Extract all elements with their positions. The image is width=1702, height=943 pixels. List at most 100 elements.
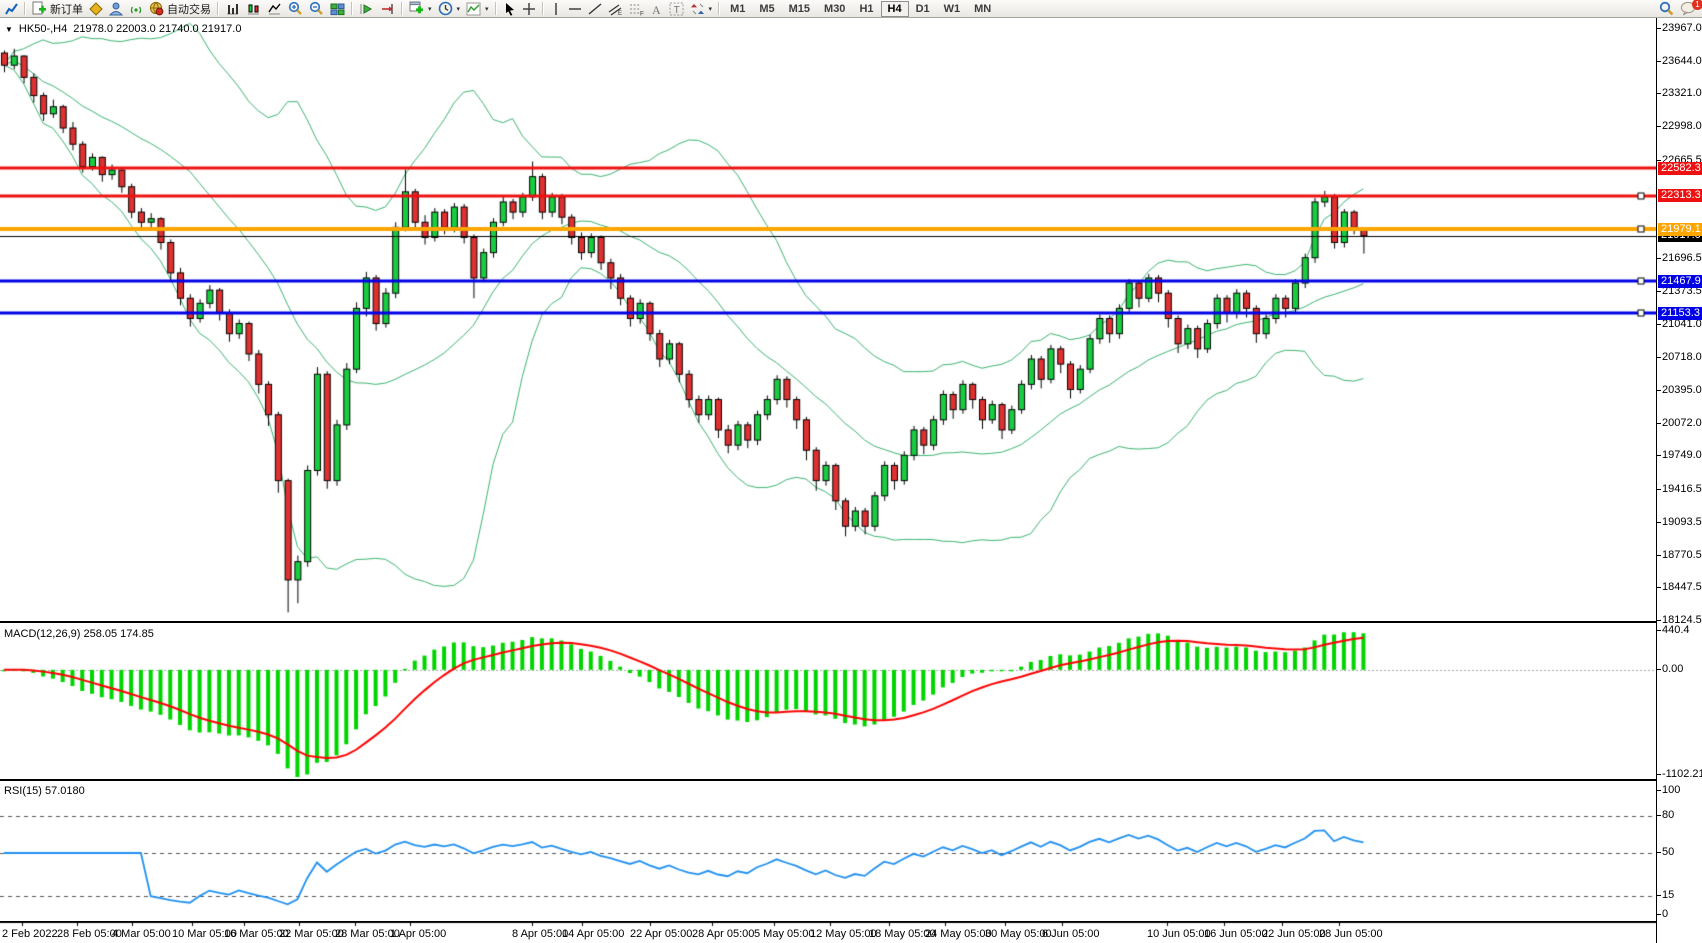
- axis-tick-mark: [1657, 774, 1661, 775]
- timeframe-m1-button[interactable]: M1: [730, 2, 746, 15]
- candlestick-chart-icon: [246, 2, 261, 16]
- notification-count-badge: 1: [1692, 0, 1702, 10]
- fibonacci-icon[interactable]: F: [626, 1, 647, 17]
- price-tick-label: 20395.0: [1662, 384, 1702, 396]
- axis-tick-mark: [1657, 587, 1661, 588]
- auto-scroll-icon[interactable]: [356, 1, 377, 17]
- price-tick-label: 20072.0: [1662, 417, 1702, 429]
- price-tick-label: 0: [1662, 908, 1669, 920]
- horizontal-line-icon[interactable]: [565, 1, 585, 17]
- market-watch-icon: [5, 2, 18, 16]
- line-chart-icon[interactable]: [264, 1, 285, 17]
- axis-tick-mark: [1657, 258, 1661, 259]
- new-order-icon: [32, 1, 47, 16]
- time-axis-label: 14 Apr 05:00: [562, 928, 625, 940]
- new-order-button[interactable]: 新订单: [29, 1, 86, 17]
- search-button[interactable]: [1656, 1, 1677, 17]
- indicators-icon: [466, 2, 481, 16]
- chart-ohlc-values: 21978.0 22003.0 21740.0 21917.0: [73, 23, 242, 35]
- macd-panel: MACD(12,26,9) 258.05 174.85: [0, 622, 1656, 780]
- price-tick-label: 21373.5: [1662, 285, 1702, 297]
- timeframe-h1-button[interactable]: H1: [859, 2, 874, 15]
- axis-tick-mark: [1657, 93, 1661, 94]
- new-window-icon[interactable]: ▾: [406, 1, 435, 17]
- channel-icon[interactable]: E: [605, 1, 626, 17]
- chevron-down-icon[interactable]: ▼: [5, 24, 13, 34]
- notifications-button[interactable]: 1: [1677, 0, 1702, 17]
- level-price-badge: 21467.9: [1658, 275, 1702, 288]
- vertical-line-icon[interactable]: [547, 1, 565, 17]
- time-axis-label: 28 Jun 05:00: [1319, 928, 1383, 940]
- timeframe-m5-button[interactable]: M5: [759, 2, 775, 15]
- time-axis-label: 6 Jun 05:00: [1042, 928, 1100, 940]
- axis-tick-mark: [1657, 126, 1661, 127]
- axis-tick-mark: [1657, 790, 1661, 791]
- price-tick-label: 18124.5: [1662, 614, 1702, 626]
- arrows-icon: [690, 2, 705, 16]
- price-chart-canvas[interactable]: [0, 18, 1656, 622]
- tile-windows-icon[interactable]: [327, 1, 348, 17]
- price-axis[interactable]: 23967.0 23644.0 23321.0 22998.0 22665.5 21696…: [1656, 18, 1702, 943]
- svg-text:A: A: [652, 3, 661, 16]
- macd-canvas[interactable]: [0, 623, 1656, 779]
- timeframe-mn-button[interactable]: MN: [974, 2, 992, 15]
- rsi-canvas[interactable]: [0, 781, 1656, 921]
- timeframe-m15-button[interactable]: M15: [788, 2, 811, 15]
- time-axis[interactable]: 2 Feb 2022 28 Feb 05:00 4 Mar 05:00 10 Mar …: [0, 922, 1656, 943]
- toolbar-separator: [718, 2, 721, 15]
- zoom-in-icon: [288, 1, 303, 16]
- experts-icon[interactable]: [106, 1, 126, 17]
- price-tick-label: 18447.5: [1662, 581, 1702, 593]
- signals-icon[interactable]: [126, 1, 146, 17]
- axis-tick-mark: [1657, 620, 1661, 621]
- level-price-badge: 21153.3: [1658, 307, 1702, 320]
- toolbar-separator: [24, 2, 26, 15]
- new-window-icon: [409, 1, 424, 16]
- arrows-icon[interactable]: ▾: [687, 1, 716, 17]
- periods-icon: [438, 1, 453, 16]
- trendline-icon[interactable]: [585, 1, 605, 17]
- svg-text:T: T: [673, 5, 679, 16]
- autotrading-icon: [149, 1, 164, 16]
- time-axis-label: 30 May 05:00: [985, 928, 1052, 940]
- cursor-icon[interactable]: [500, 1, 519, 17]
- timeframe-m30-button[interactable]: M30: [824, 2, 846, 15]
- timeframe-d1-button[interactable]: D1: [915, 2, 930, 15]
- zoom-in-icon[interactable]: [285, 1, 306, 17]
- axis-tick-mark: [1657, 160, 1661, 161]
- axis-tick-mark: [1657, 390, 1661, 391]
- time-axis-label: 22 Apr 05:00: [630, 928, 693, 940]
- axis-tick-mark: [1657, 28, 1661, 29]
- chart-shift-icon: [380, 2, 395, 16]
- bars-chart-icon[interactable]: [222, 1, 243, 17]
- indicators-icon[interactable]: ▾: [463, 1, 492, 17]
- price-tick-label: 440.4: [1662, 624, 1690, 636]
- price-tick-label: 18770.5: [1662, 549, 1702, 561]
- level-price-badge: 21979.1: [1658, 223, 1702, 236]
- market-watch-icon[interactable]: [2, 1, 21, 17]
- text-icon[interactable]: A: [647, 1, 666, 17]
- crosshair-icon[interactable]: [519, 1, 539, 17]
- zoom-out-icon[interactable]: [306, 1, 327, 17]
- autotrading-button-label: 自动交易: [167, 3, 211, 16]
- timeframe-w1-button[interactable]: W1: [943, 2, 961, 15]
- autotrading-button[interactable]: 自动交易: [146, 1, 214, 17]
- bars-chart-icon: [225, 2, 240, 16]
- timeframe-h4-button[interactable]: H4: [880, 0, 909, 17]
- fibonacci-icon: F: [629, 2, 644, 16]
- time-axis-label: 28 Feb 05:00: [57, 928, 122, 940]
- axis-tick-mark: [1657, 914, 1661, 915]
- toolbar-separator: [351, 2, 353, 15]
- toolbar-separator: [494, 2, 497, 15]
- price-tick-label: 19093.5: [1662, 516, 1702, 528]
- time-axis-label: 8 Apr 05:00: [512, 928, 569, 940]
- rsi-label: RSI(15) 57.0180: [4, 785, 85, 797]
- price-tick-label: 80: [1662, 809, 1675, 821]
- macd-label: MACD(12,26,9) 258.05 174.85: [4, 628, 154, 640]
- chart-shift-icon[interactable]: [377, 1, 398, 17]
- periods-icon[interactable]: ▾: [435, 1, 464, 17]
- profile-icon[interactable]: [86, 1, 106, 17]
- text-label-icon[interactable]: T: [666, 1, 687, 17]
- price-tick-label: 21696.5: [1662, 252, 1702, 264]
- candlestick-chart-icon[interactable]: [243, 1, 264, 17]
